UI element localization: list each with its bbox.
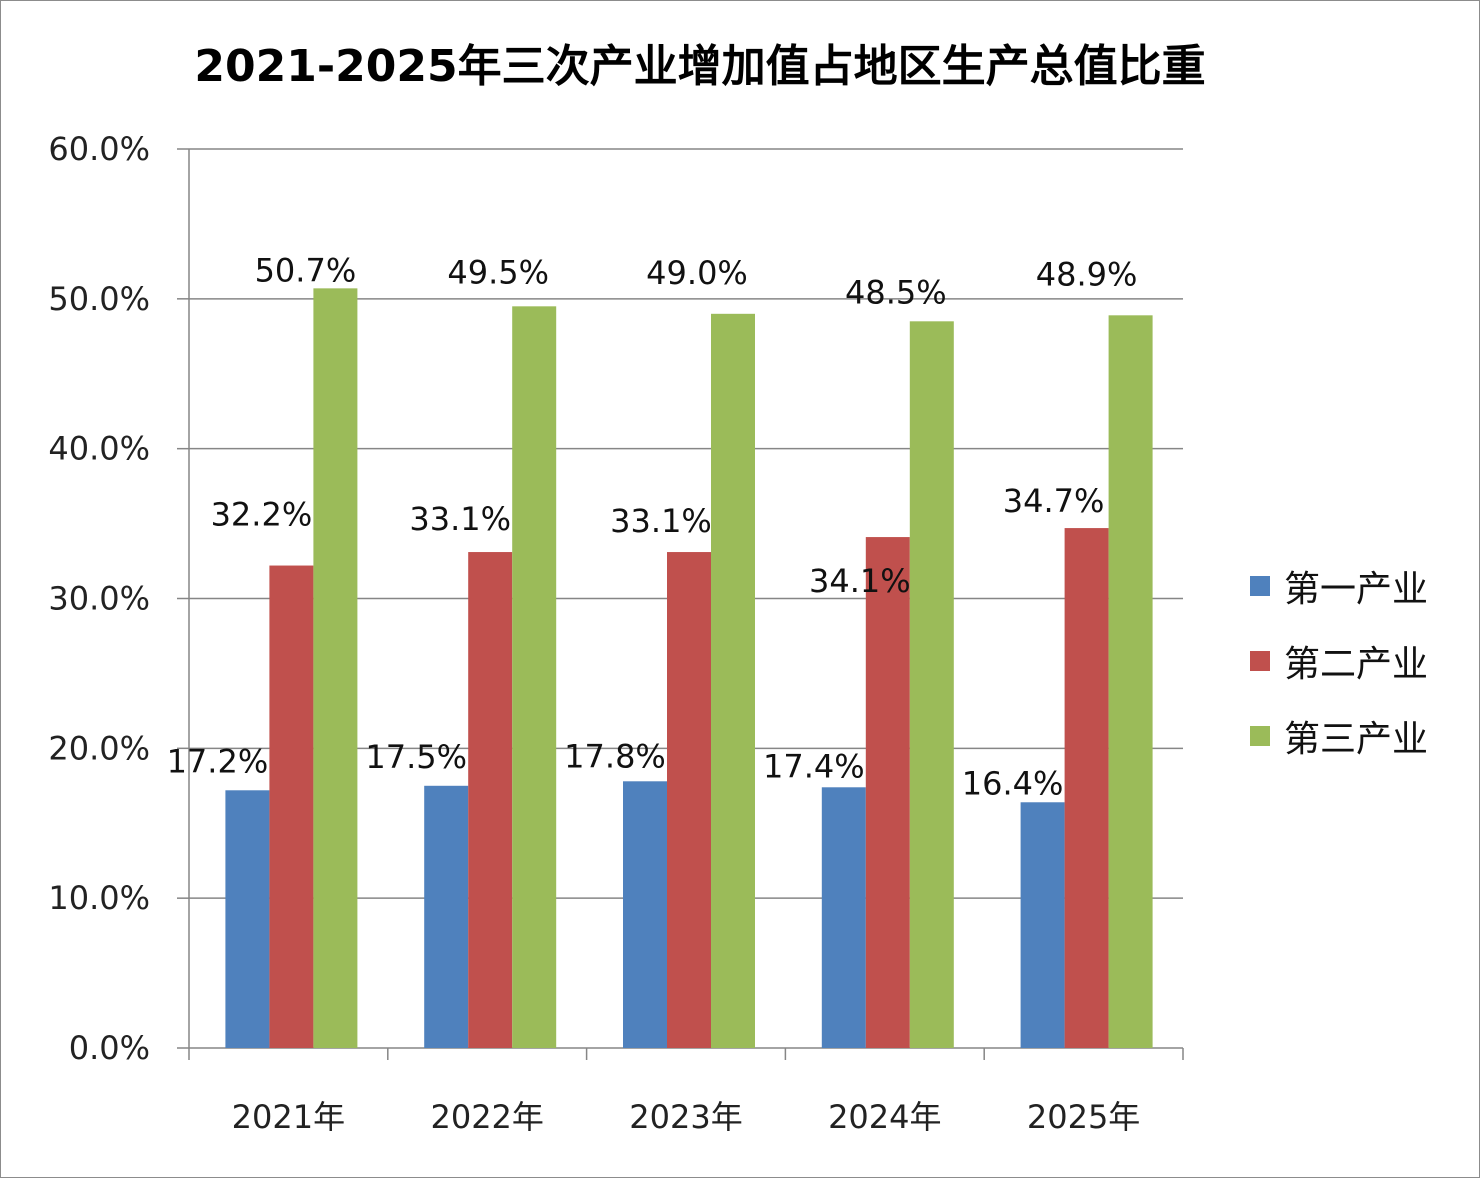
bar: [821, 787, 866, 1048]
bar: [865, 537, 910, 1048]
x-tick-label: 2022年: [430, 1098, 543, 1136]
bar: [269, 565, 314, 1048]
data-label: 50.7%: [255, 251, 357, 289]
data-label: 17.2%: [167, 742, 269, 780]
y-tick-label: 60.0%: [48, 130, 150, 168]
y-tick-label: 10.0%: [48, 879, 150, 917]
bar: [667, 552, 711, 1048]
legend-item-primary: 第一产业: [1250, 548, 1470, 623]
data-label: 48.5%: [845, 273, 947, 311]
data-label: 17.4%: [763, 747, 865, 785]
data-label: 49.5%: [447, 253, 549, 291]
y-tick-label: 40.0%: [48, 430, 150, 468]
data-label: 34.7%: [1003, 482, 1105, 520]
legend: 第一产业 第二产业 第三产业: [1250, 548, 1470, 773]
y-tick-label: 30.0%: [48, 580, 150, 618]
data-label: 32.2%: [211, 496, 313, 534]
bar: [909, 321, 954, 1048]
y-tick-label: 0.0%: [69, 1029, 150, 1067]
bar: [1108, 315, 1153, 1048]
data-label: 16.4%: [962, 764, 1064, 802]
legend-swatch-secondary: [1250, 650, 1270, 671]
data-label: 33.1%: [610, 502, 712, 540]
bar: [512, 306, 557, 1048]
bar: [313, 288, 358, 1049]
bar: [1020, 802, 1065, 1048]
x-tick-label: 2021年: [232, 1098, 345, 1136]
data-label: 33.1%: [409, 500, 511, 538]
x-tick-label: 2025年: [1027, 1098, 1140, 1136]
bar: [623, 781, 667, 1048]
chart-title: 2021-2025年三次产业增加值占地区生产总值比重: [194, 41, 1206, 92]
bar: [225, 790, 270, 1048]
data-label: 17.8%: [564, 737, 666, 775]
x-tick-label: 2024年: [828, 1098, 941, 1136]
data-label: 34.1%: [809, 562, 911, 600]
bar: [468, 552, 513, 1048]
legend-label-secondary: 第二产业: [1284, 643, 1429, 685]
data-label: 48.9%: [1036, 255, 1138, 293]
bar: [1064, 528, 1109, 1048]
data-label: 49.0%: [646, 254, 748, 292]
bar: [711, 313, 755, 1049]
legend-item-secondary: 第二产业: [1250, 623, 1470, 698]
legend-item-tertiary: 第三产业: [1250, 698, 1470, 773]
legend-label-tertiary: 第三产业: [1284, 718, 1429, 760]
bar: [424, 785, 469, 1048]
y-tick-label: 20.0%: [48, 729, 150, 767]
legend-swatch-tertiary: [1250, 725, 1270, 746]
data-label: 17.5%: [365, 738, 467, 776]
x-tick-label: 2023年: [629, 1098, 742, 1136]
y-tick-label: 50.0%: [48, 280, 150, 318]
legend-swatch-primary: [1250, 575, 1270, 596]
legend-label-primary: 第一产业: [1284, 568, 1429, 610]
